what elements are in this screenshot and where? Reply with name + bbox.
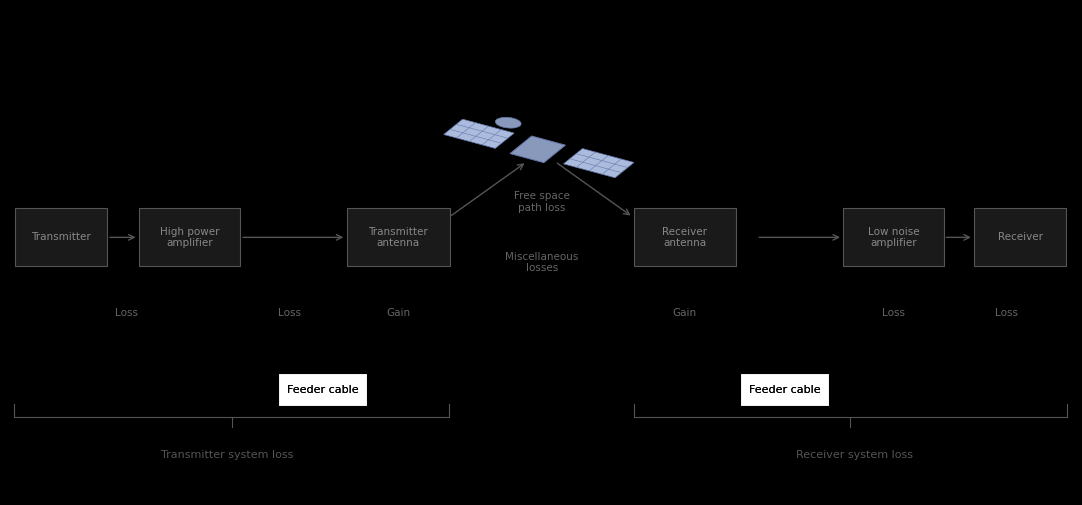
FancyBboxPatch shape xyxy=(844,208,944,267)
Text: Feeder cable: Feeder cable xyxy=(287,385,358,395)
FancyBboxPatch shape xyxy=(14,208,106,267)
Text: Feeder cable: Feeder cable xyxy=(749,385,820,395)
FancyBboxPatch shape xyxy=(444,119,514,148)
Text: Loss: Loss xyxy=(115,308,138,318)
Text: Low noise
amplifier: Low noise amplifier xyxy=(868,227,920,248)
FancyBboxPatch shape xyxy=(564,148,634,178)
FancyBboxPatch shape xyxy=(346,208,450,267)
FancyBboxPatch shape xyxy=(138,208,240,267)
FancyBboxPatch shape xyxy=(277,374,367,406)
Text: Transmitter: Transmitter xyxy=(30,232,91,242)
Text: Loss: Loss xyxy=(994,308,1018,318)
Text: Gain: Gain xyxy=(386,308,410,318)
Text: Loss: Loss xyxy=(278,308,302,318)
FancyBboxPatch shape xyxy=(277,374,367,406)
FancyBboxPatch shape xyxy=(740,374,829,406)
FancyBboxPatch shape xyxy=(974,208,1066,267)
Ellipse shape xyxy=(496,117,522,128)
FancyBboxPatch shape xyxy=(740,374,829,406)
Text: Receiver system loss: Receiver system loss xyxy=(796,449,913,460)
Text: High power
amplifier: High power amplifier xyxy=(160,227,219,248)
Text: Transmitter
antenna: Transmitter antenna xyxy=(368,227,428,248)
FancyBboxPatch shape xyxy=(510,136,566,163)
Text: Miscellaneous
losses: Miscellaneous losses xyxy=(505,252,579,273)
FancyBboxPatch shape xyxy=(633,208,736,267)
Text: Feeder cable: Feeder cable xyxy=(287,385,358,395)
Text: Loss: Loss xyxy=(882,308,906,318)
Text: Gain: Gain xyxy=(673,308,697,318)
Text: Free space
path loss: Free space path loss xyxy=(514,191,570,213)
Text: Receiver: Receiver xyxy=(998,232,1043,242)
Text: Receiver
antenna: Receiver antenna xyxy=(662,227,708,248)
Text: Feeder cable: Feeder cable xyxy=(749,385,820,395)
Text: Transmitter system loss: Transmitter system loss xyxy=(161,449,293,460)
